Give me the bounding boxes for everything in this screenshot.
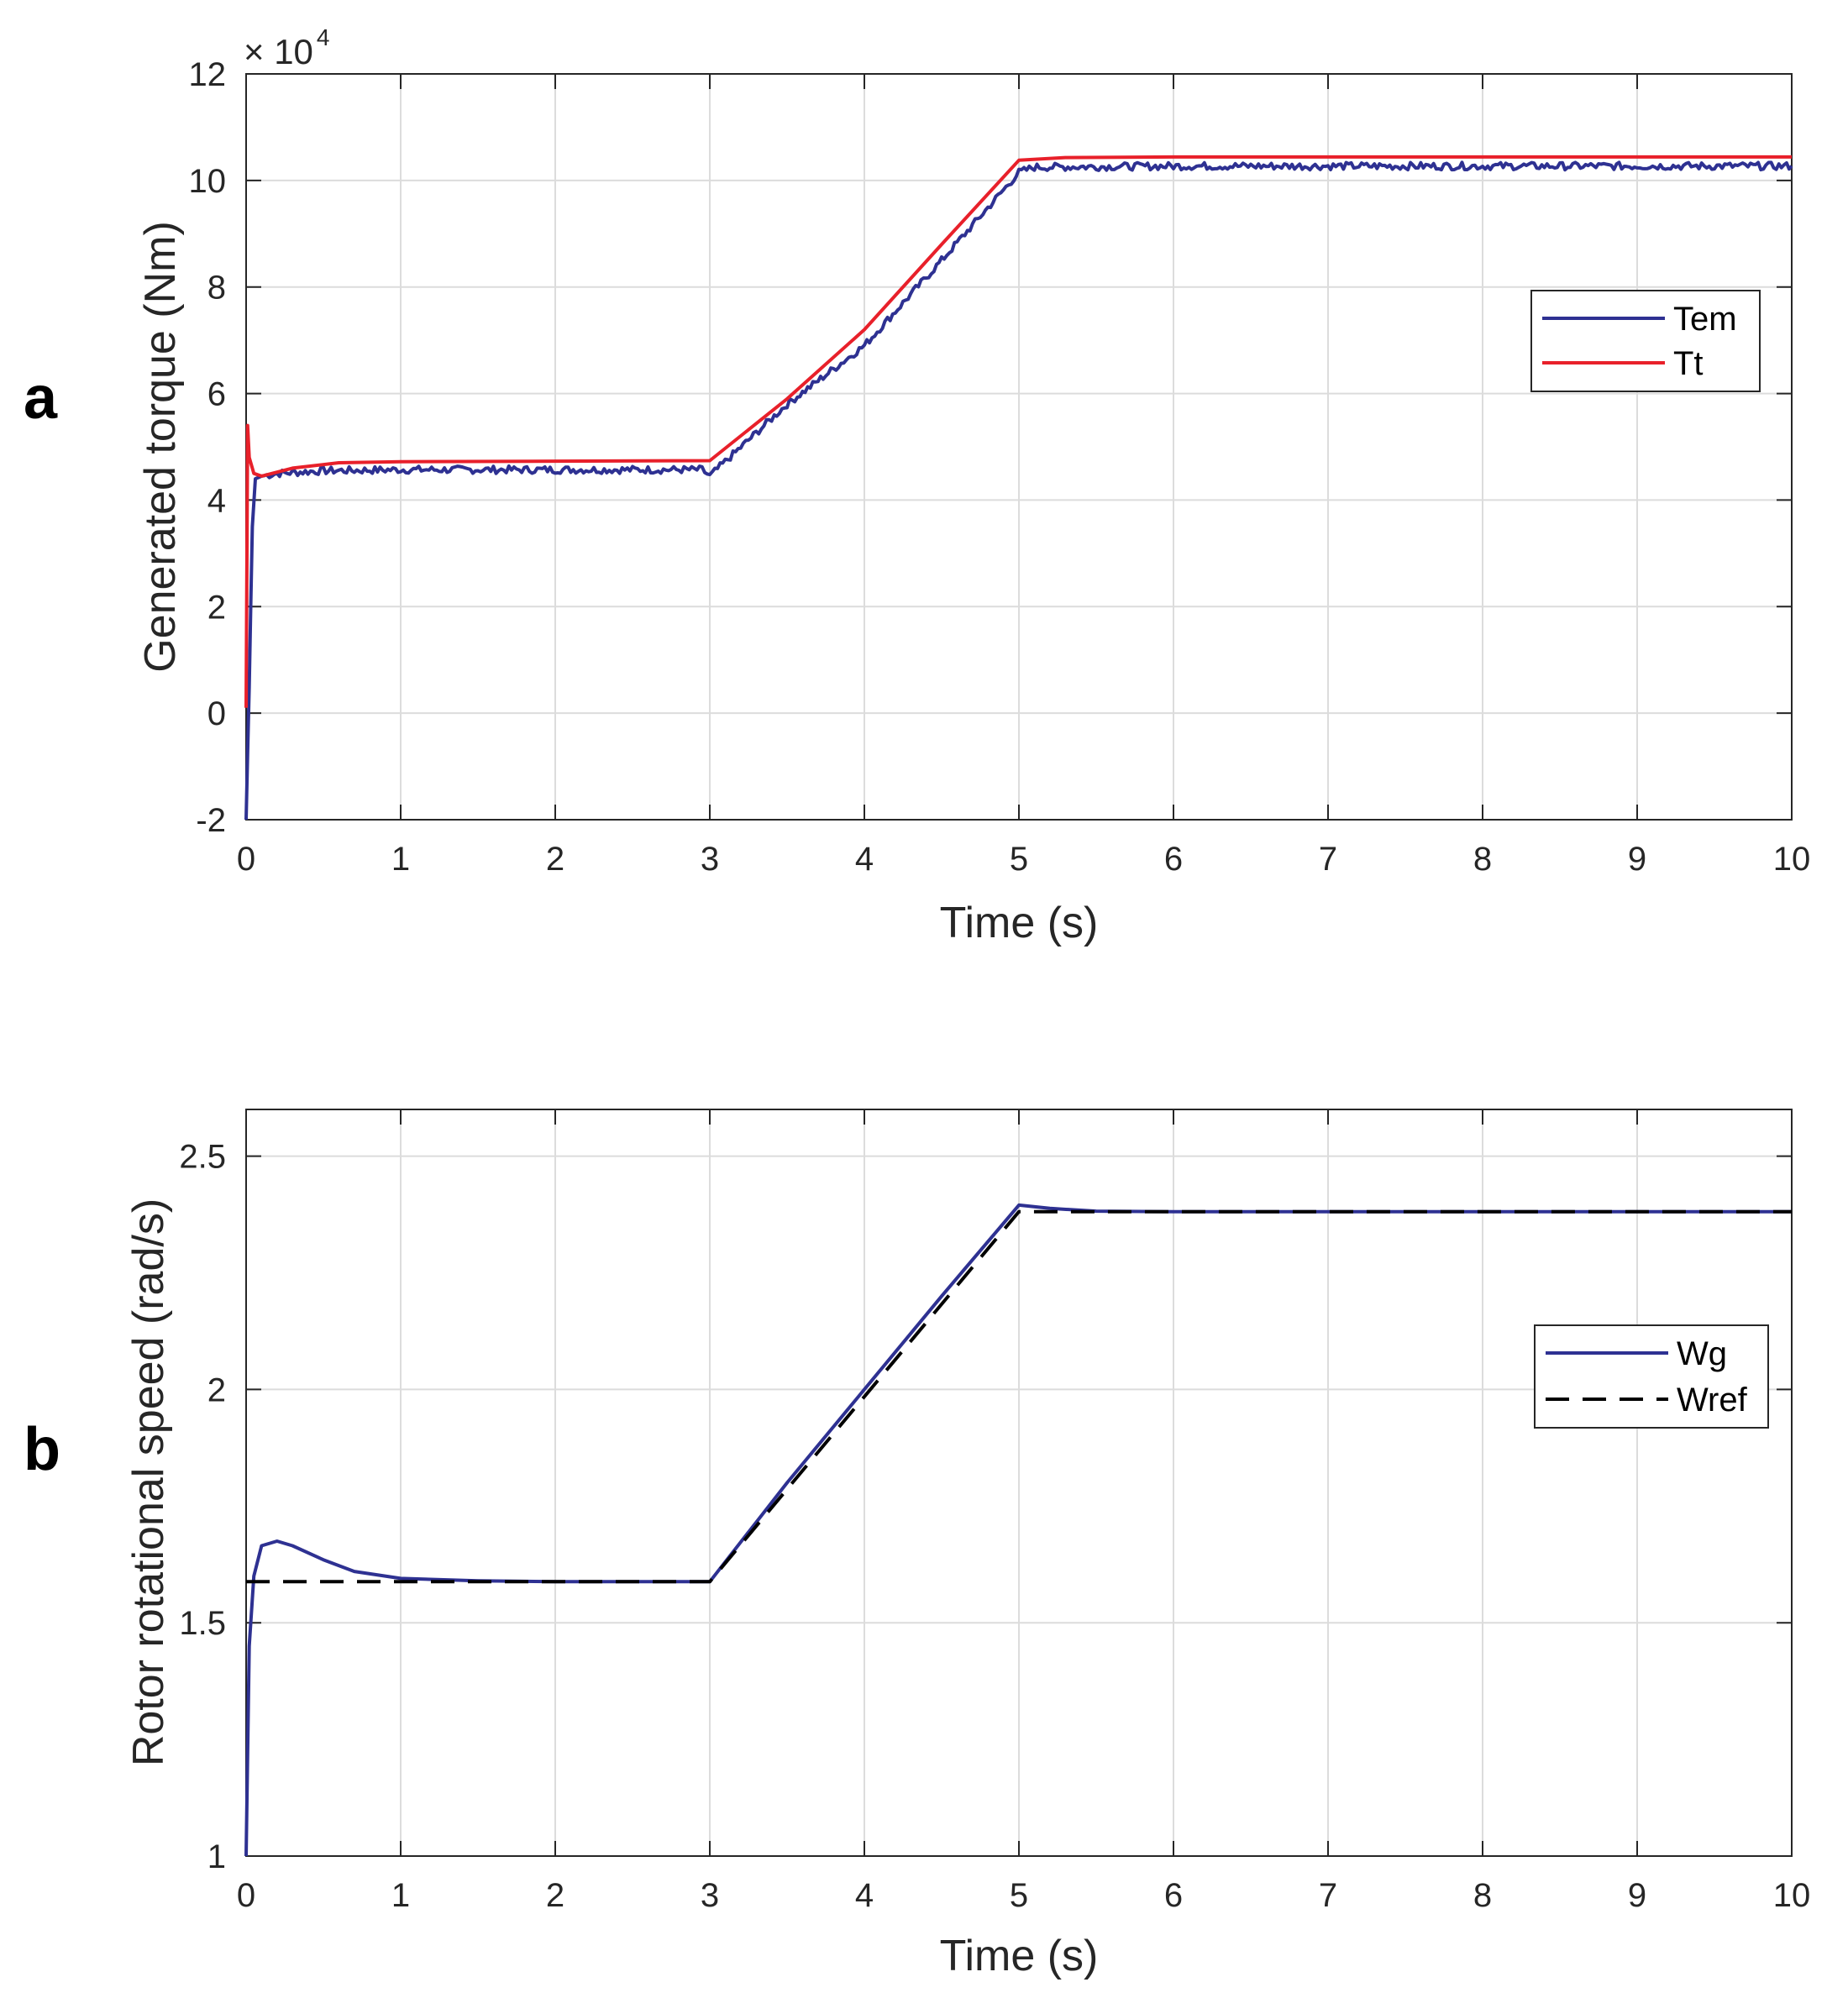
b-x-tick-label: 10 bbox=[1773, 1877, 1811, 1914]
a-x-tick-label: 5 bbox=[1010, 841, 1028, 878]
b-x-tick-label: 2 bbox=[546, 1877, 564, 1914]
a-y-tick-label: 4 bbox=[207, 482, 226, 519]
panel-b-legend-label-wg: Wg bbox=[1677, 1335, 1727, 1372]
a-x-tick-label: 7 bbox=[1319, 841, 1337, 878]
panel-a-legend: Tem Tt bbox=[1530, 290, 1761, 392]
panel-b-letter: b bbox=[24, 1416, 60, 1483]
panel-b-speed-chart: b 0 1 2 3 4 5 6 7 8 9 10 11.522.5 Time (s) Rotor r… bbox=[24, 1109, 1810, 1980]
a-x-tick-label: 2 bbox=[546, 841, 564, 878]
b-y-tick-label: 1.5 bbox=[179, 1605, 226, 1642]
panel-a-x-tick-labels: 0 1 2 3 4 5 6 7 8 9 10 bbox=[237, 841, 1810, 878]
b-x-tick-label: 1 bbox=[391, 1877, 410, 1914]
b-x-tick-label: 8 bbox=[1473, 1877, 1492, 1914]
panel-b-legend: Wg Wref bbox=[1534, 1324, 1769, 1429]
a-y-tick-label: 0 bbox=[207, 695, 226, 732]
a-x-tick-label: 9 bbox=[1628, 841, 1646, 878]
panel-b-series bbox=[244, 1203, 1792, 1857]
b-x-tick-label: 3 bbox=[701, 1877, 719, 1914]
b-x-tick-label: 6 bbox=[1164, 1877, 1183, 1914]
panel-b-legend-box bbox=[1534, 1324, 1769, 1429]
b-x-tick-label: 7 bbox=[1319, 1877, 1337, 1914]
b-x-tick-label: 0 bbox=[237, 1877, 255, 1914]
a-series-tt bbox=[244, 155, 1792, 708]
panel-b-y-axis-label: Rotor rotational speed (rad/s) bbox=[124, 1198, 173, 1766]
b-series-wref bbox=[246, 1209, 1792, 1584]
panel-a-series bbox=[244, 155, 1793, 821]
panel-b-x-tick-labels: 0 1 2 3 4 5 6 7 8 9 10 bbox=[237, 1877, 1810, 1914]
a-y-tick-label: 2 bbox=[207, 589, 226, 626]
panel-b-y-tick-labels: 1 1.5 2 2.5 bbox=[179, 1139, 226, 1875]
panel-a-legend-label-tt: Tt bbox=[1673, 345, 1704, 382]
a-y-tick-label: 12 bbox=[189, 56, 227, 93]
b-y-tick-label: 2 bbox=[207, 1371, 226, 1408]
panel-a-ticks bbox=[245, 73, 1793, 821]
panel-a-y-tick-labels: -2 0 2 4 6 8 10 12 bbox=[189, 56, 227, 839]
a-series-tem bbox=[244, 160, 1793, 821]
panel-a-letter: a bbox=[24, 364, 58, 432]
panel-b-x-axis-label: Time (s) bbox=[940, 1932, 1099, 1980]
a-y-tick-label: 8 bbox=[207, 270, 226, 307]
a-x-tick-label: 0 bbox=[237, 841, 255, 878]
a-x-tick-label: 6 bbox=[1164, 841, 1183, 878]
a-x-tick-label: 1 bbox=[391, 841, 410, 878]
panel-a-x-axis-label: Time (s) bbox=[940, 899, 1099, 947]
a-x-tick-label: 10 bbox=[1773, 841, 1811, 878]
panel-a-y-axis-label: Generated torque (Nm) bbox=[136, 221, 185, 673]
panel-a-y-exponent: × 10 4 bbox=[244, 24, 330, 71]
a-y-tick-label: 10 bbox=[189, 163, 227, 200]
panel-a-legend-box bbox=[1530, 290, 1761, 392]
b-x-tick-label: 9 bbox=[1628, 1877, 1646, 1914]
a-x-tick-label: 4 bbox=[855, 841, 874, 878]
b-x-tick-label: 5 bbox=[1010, 1877, 1028, 1914]
panel-a-grid bbox=[245, 73, 1793, 821]
panel-b-grid bbox=[245, 1109, 1793, 1857]
b-y-tick-label: 2.5 bbox=[179, 1139, 226, 1176]
a-y-tick-label: 6 bbox=[207, 376, 226, 413]
a-y-tick-label: -2 bbox=[196, 802, 226, 839]
b-x-tick-label: 4 bbox=[855, 1877, 874, 1914]
panel-b-legend-label-wref: Wref bbox=[1677, 1382, 1748, 1419]
a-x-tick-label: 8 bbox=[1473, 841, 1492, 878]
b-y-tick-label: 1 bbox=[207, 1838, 226, 1875]
a-x-tick-label: 3 bbox=[701, 841, 719, 878]
panel-a-legend-label-tem: Tem bbox=[1673, 301, 1737, 338]
